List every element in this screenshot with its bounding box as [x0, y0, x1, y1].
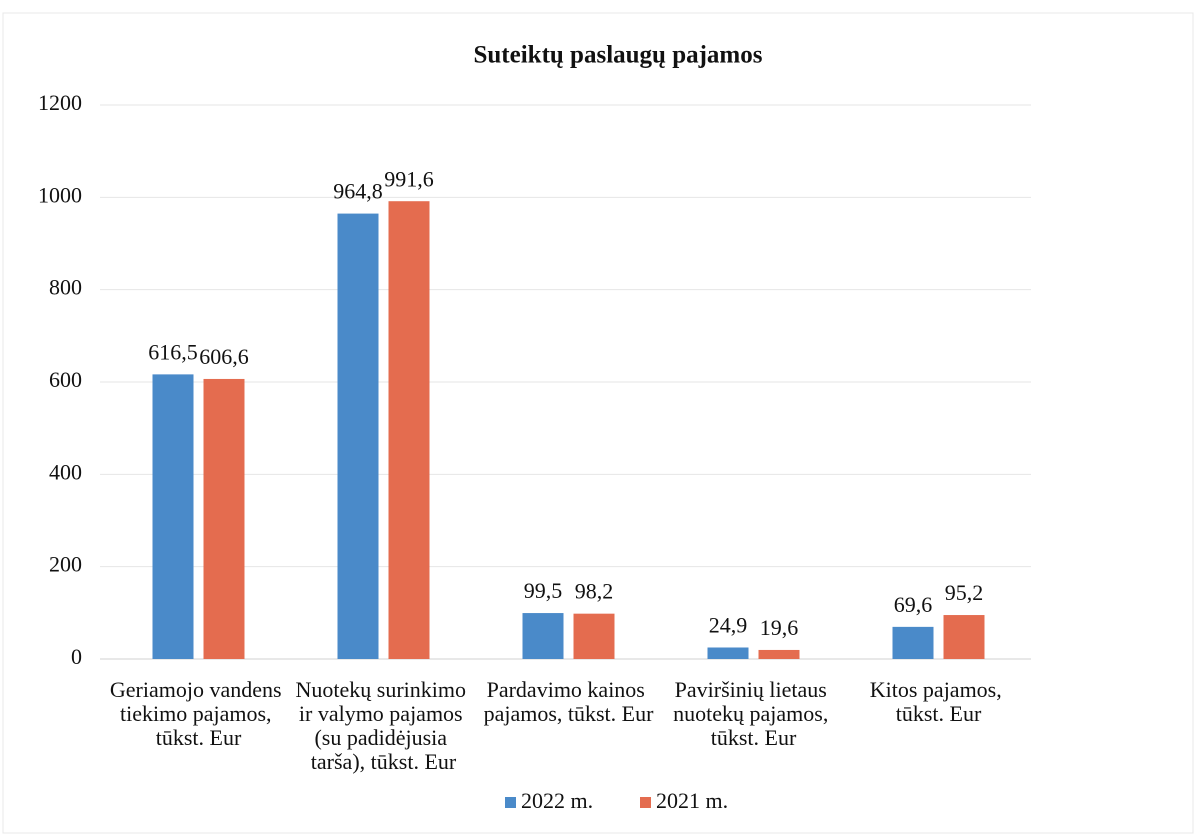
bar: [203, 378, 245, 659]
data-label: 99,5: [524, 578, 563, 603]
data-label: 19,6: [760, 615, 799, 640]
data-label: 616,5: [148, 339, 198, 364]
data-label: 98,2: [575, 579, 614, 604]
chart-frame: [2, 12, 1194, 834]
x-tick-label: Nuotekų surinkimo ir valymo pajamos (su …: [296, 677, 472, 774]
data-label: 24,9: [709, 613, 748, 638]
bar: [522, 613, 564, 659]
y-tick-label: 1000: [38, 182, 82, 207]
legend-swatch: [505, 797, 516, 808]
data-label: 95,2: [945, 580, 984, 605]
data-label: 69,6: [894, 592, 933, 617]
legend-label: 2021 m.: [656, 788, 728, 813]
data-label: 606,6: [199, 344, 249, 369]
y-tick-label: 800: [49, 275, 82, 300]
data-label: 964,8: [333, 179, 383, 204]
y-tick-label: 1200: [38, 90, 82, 115]
bar: [943, 615, 985, 659]
bar: [388, 201, 430, 659]
bar: [707, 647, 749, 659]
legend-label: 2022 m.: [521, 788, 593, 813]
x-tick-label: Geriamojo vandens tiekimo pajamos, tūkst…: [110, 677, 287, 750]
legend-swatch: [640, 797, 651, 808]
chart-title: Suteiktų paslaugų pajamos: [474, 42, 763, 69]
y-tick-label: 200: [49, 552, 82, 577]
bar: [337, 213, 379, 660]
bar: [152, 374, 194, 659]
x-tick-label: Pardavimo kainos pajamos, tūkst. Eur: [484, 677, 655, 726]
x-tick-label: Kitos pajamos, tūkst. Eur: [870, 677, 1008, 726]
y-tick-label: 400: [49, 459, 82, 484]
bar: [758, 649, 800, 659]
bar: [892, 626, 934, 659]
x-tick-label: Paviršinių lietaus nuotekų pajamos, tūks…: [673, 677, 834, 750]
bar: [573, 613, 615, 659]
y-tick-label: 0: [71, 644, 82, 669]
data-label: 991,6: [384, 166, 434, 191]
y-tick-label: 600: [49, 367, 82, 392]
